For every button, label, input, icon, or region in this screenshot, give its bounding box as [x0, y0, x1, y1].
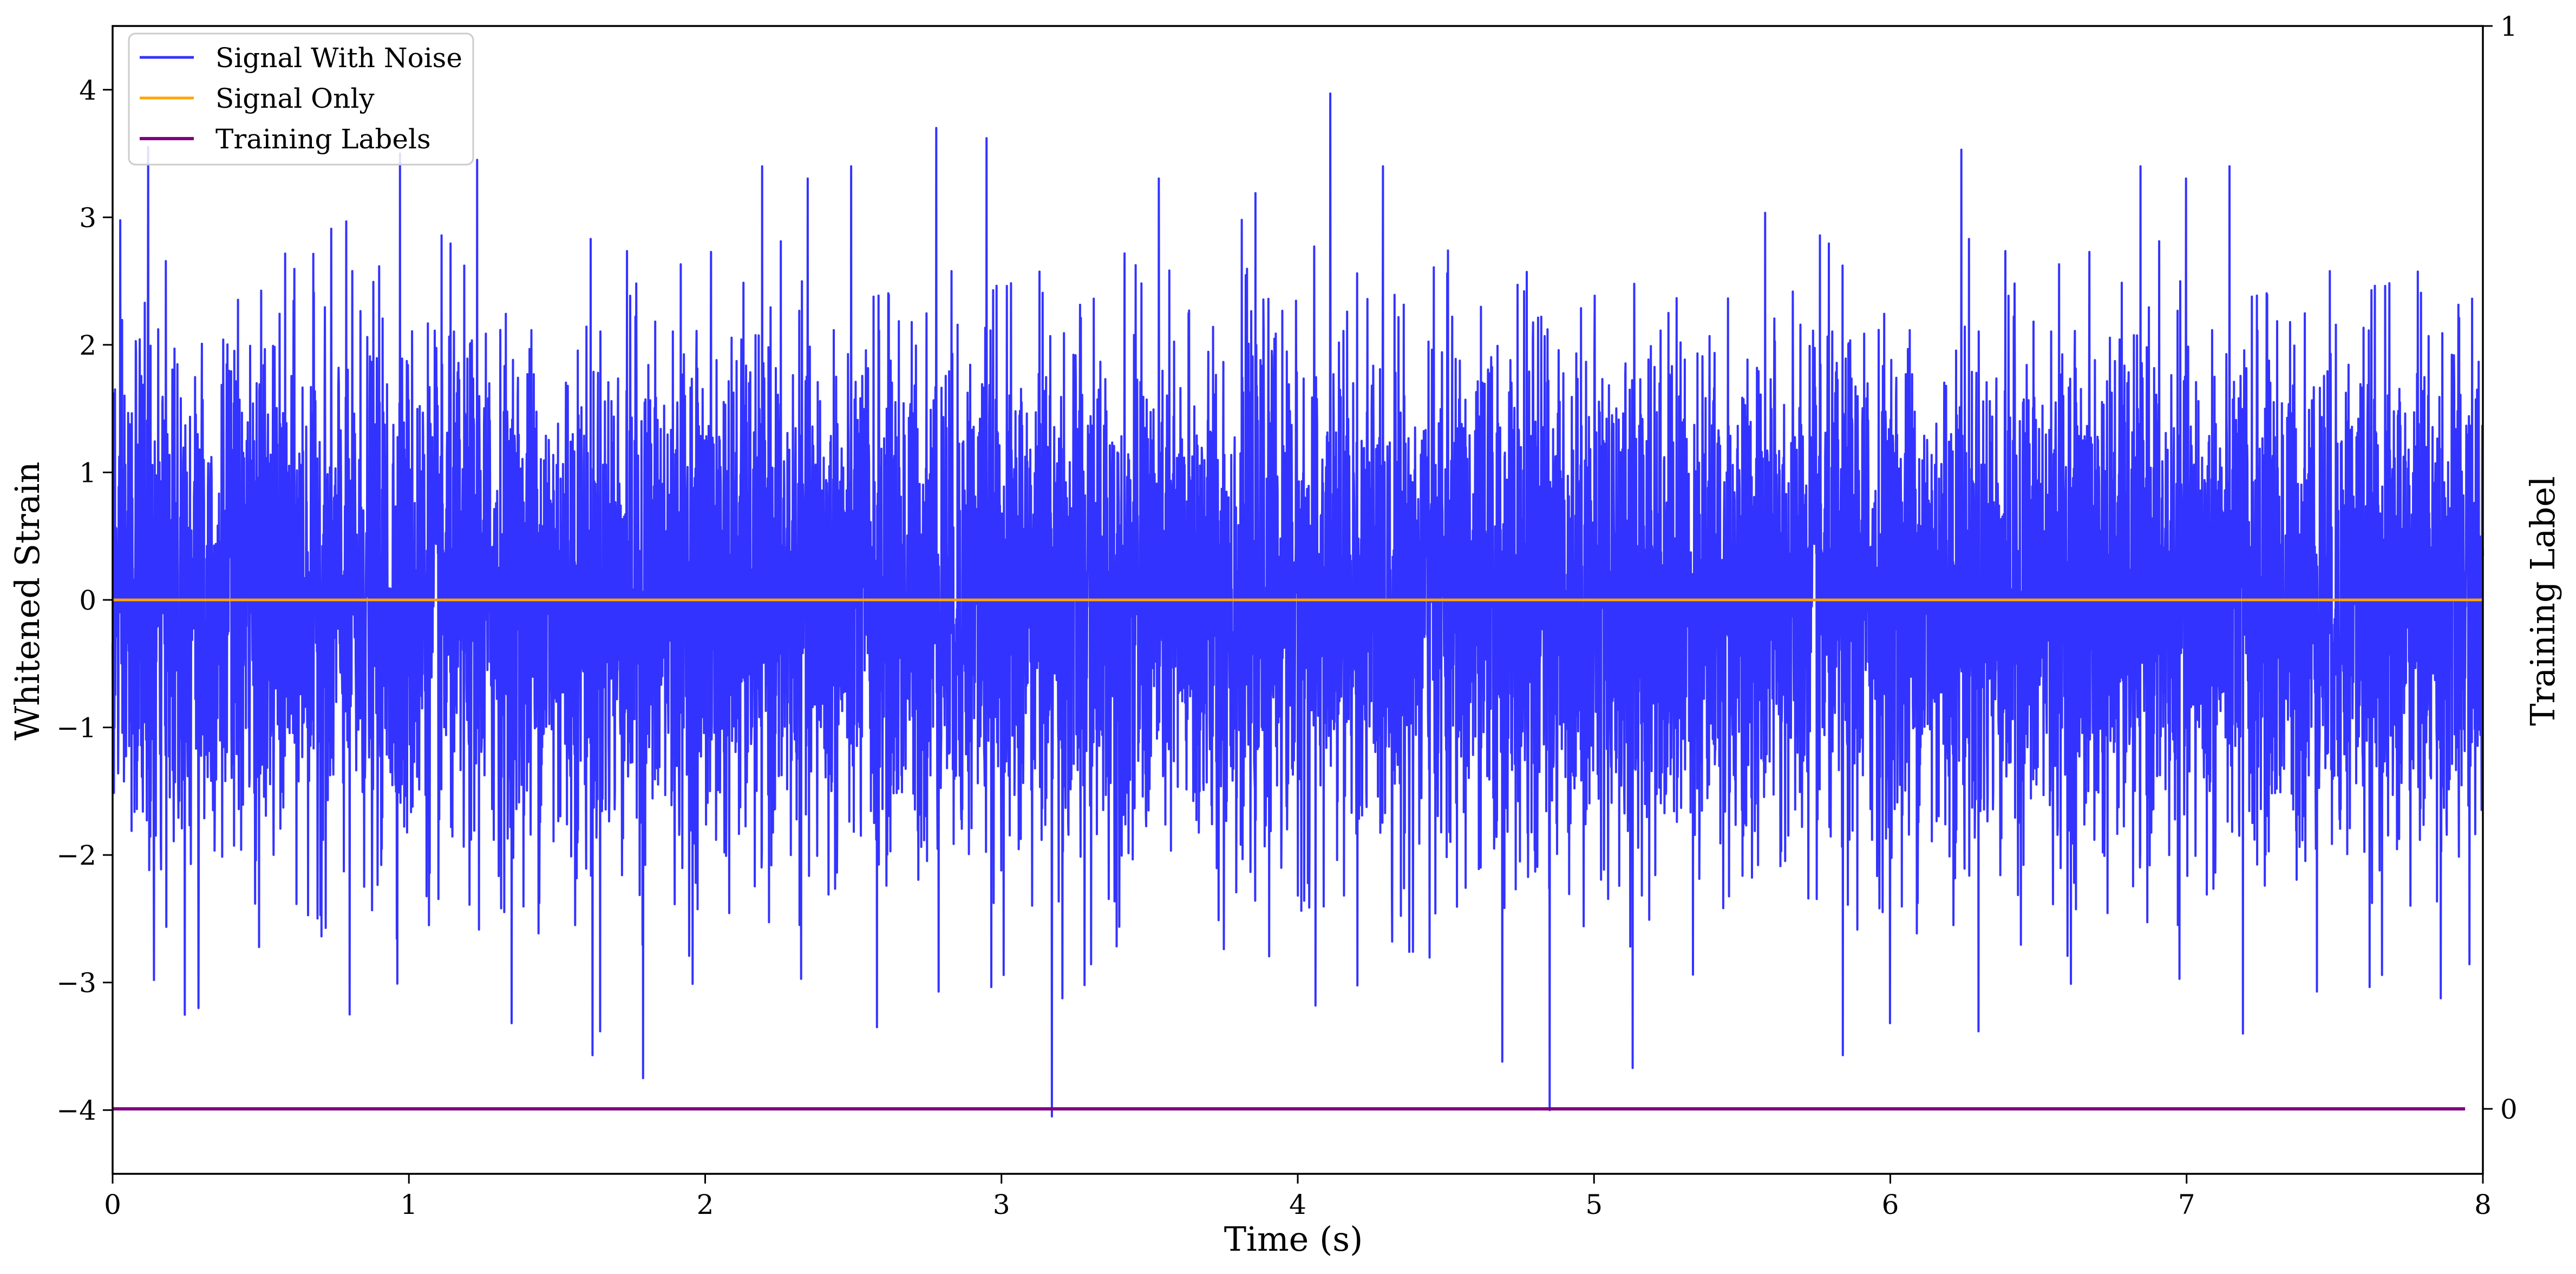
- y2-tick-label: 0: [2500, 1094, 2518, 1125]
- signal-with-noise-line: [112, 92, 2484, 1118]
- y-tick-label: −3: [56, 968, 96, 999]
- x-axis: 0 1 2 3 4 5 6 7 8: [104, 1174, 2492, 1220]
- legend-label-training-labels: Training Labels: [215, 123, 431, 155]
- y-tick-label: 0: [79, 585, 96, 616]
- legend-label-signal-with-noise: Signal With Noise: [215, 42, 462, 74]
- y-tick-label: −4: [56, 1095, 96, 1126]
- y-tick-label: −1: [56, 713, 96, 744]
- x-tick-label: 0: [104, 1189, 121, 1220]
- y2-axis-label: Training Label: [2523, 476, 2562, 726]
- x-tick-label: 8: [2474, 1189, 2492, 1220]
- y2-tick-label: 1: [2500, 11, 2518, 42]
- legend-box: [128, 32, 474, 166]
- y-axis-left: −4 −3 −2 −1 0 1 2 3 4: [56, 75, 113, 1126]
- x-tick-label: 3: [993, 1189, 1010, 1220]
- y-tick-label: 1: [79, 457, 96, 488]
- y-tick-label: 2: [79, 330, 96, 361]
- x-tick-label: 6: [1882, 1189, 1899, 1220]
- x-tick-label: 4: [1289, 1189, 1306, 1220]
- legend: Signal With Noise Signal Only Training L…: [128, 32, 474, 166]
- y-axis-label: Whitened Strain: [8, 462, 47, 741]
- x-tick-label: 1: [400, 1189, 417, 1220]
- legend-label-signal-only: Signal Only: [215, 83, 375, 114]
- y-tick-label: 4: [79, 75, 96, 106]
- x-tick-label: 2: [697, 1189, 714, 1220]
- y-tick-label: −2: [56, 840, 96, 871]
- signal-with-noise-series: [112, 92, 2484, 1118]
- x-tick-label: 5: [1585, 1189, 1603, 1220]
- y-axis-right: 01: [2483, 11, 2518, 1125]
- x-tick-label: 7: [2178, 1189, 2195, 1220]
- y-tick-label: 3: [79, 202, 96, 233]
- x-axis-label: Time (s): [1224, 1219, 1363, 1259]
